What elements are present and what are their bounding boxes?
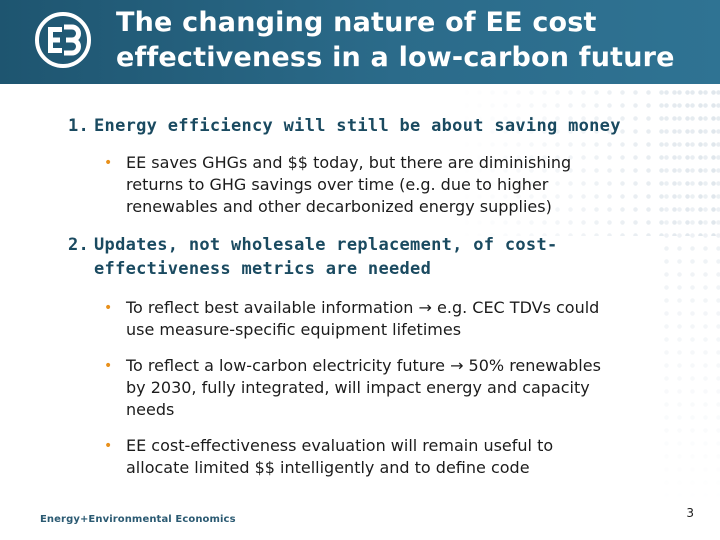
page-number: 3 [686, 506, 694, 520]
bullet-item: • EE saves GHGs and $$ today, but there … [104, 152, 686, 218]
bullet-item: • EE cost-effectiveness evaluation will … [104, 435, 686, 479]
bullet-text-post: 50% renewables [463, 356, 601, 375]
section-1-heading: 1. Energy efficiency will still be about … [68, 114, 621, 138]
section-1-heading-text: Energy efficiency will still be about sa… [94, 116, 621, 136]
right-arrow-icon: → [450, 356, 464, 375]
bullet-item: • To reflect best available information … [104, 297, 686, 341]
bullet-dot-icon: • [104, 358, 113, 374]
bullet-dot-icon: • [104, 438, 113, 454]
slide-header: The changing nature of EE cost effective… [0, 0, 720, 84]
right-arrow-icon: → [418, 298, 432, 317]
section-2-heading-line-1: Updates, not wholesale replacement, of c… [94, 235, 558, 255]
bullet-item: • To reflect a low-carbon electricity fu… [104, 355, 686, 421]
e3-logo-icon [35, 12, 91, 68]
bullet-line: EE cost-effectiveness evaluation will re… [126, 436, 554, 455]
bullet-line: EE saves GHGs and $$ today, but there ar… [126, 153, 572, 172]
section-2-heading-line-2: effectiveness metrics are needed [94, 259, 432, 279]
bullet-line: renewables and other decarbonized energy… [126, 197, 552, 216]
bullet-text-post: e.g. CEC TDVs could [431, 298, 600, 317]
decorative-dot-pattern-right [660, 86, 720, 506]
bullet-dot-icon: • [104, 155, 113, 171]
bullet-line: needs [126, 400, 175, 419]
title-line-1: The changing nature of EE cost [116, 7, 597, 38]
section-1-number: 1. [68, 116, 90, 136]
title-line-2: effectiveness in a low-carbon future [116, 42, 675, 73]
bullet-text-pre: To reflect a low-carbon electricity futu… [126, 356, 445, 375]
bullet-line: allocate limited $$ intelligently and to… [126, 458, 530, 477]
section-2-number: 2. [68, 235, 90, 255]
section-2-heading: 2. Updates, not wholesale replacement, of… [68, 233, 648, 281]
bullet-line: returns to GHG savings over time (e.g. d… [126, 175, 549, 194]
footer-company-logo: Energy+Environmental Economics [40, 514, 236, 525]
bullet-line: use measure-specific equipment lifetimes [126, 320, 462, 339]
bullet-line: by 2030, fully integrated, will impact e… [126, 378, 590, 397]
bullet-dot-icon: • [104, 300, 113, 316]
slide-title: The changing nature of EE cost effective… [116, 5, 716, 75]
bullet-text-pre: To reflect best available information [126, 298, 414, 317]
